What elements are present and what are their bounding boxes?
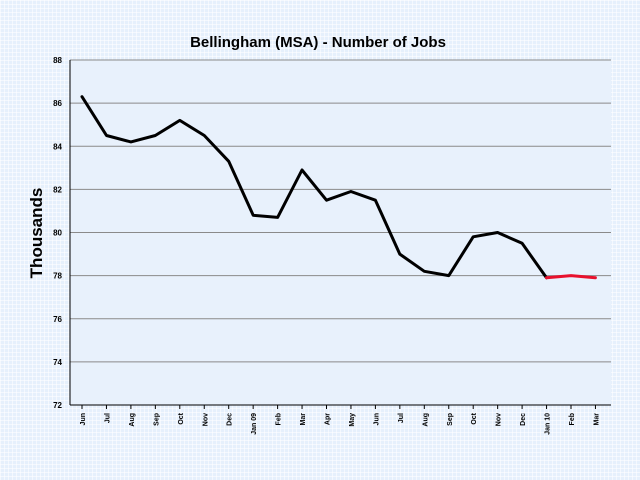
- x-tick-label: Nov: [202, 413, 209, 426]
- x-tick-label: Dec: [520, 413, 527, 426]
- y-tick-label: 78: [53, 272, 62, 281]
- x-tick-label: Oct: [178, 412, 185, 424]
- series-line: [545, 274, 597, 280]
- x-tick-label: Dec: [227, 413, 234, 426]
- y-tick-label: 74: [53, 358, 62, 367]
- x-tick-label: Mar: [300, 413, 307, 426]
- y-tick-label: 72: [53, 401, 62, 410]
- y-tick-label: 82: [53, 185, 62, 194]
- chart-title: Bellingham (MSA) - Number of Jobs: [190, 34, 446, 51]
- y-tick-label: 76: [53, 315, 62, 324]
- x-tick-label: Jan 10: [545, 413, 552, 435]
- x-tick-label: Sep: [447, 413, 454, 426]
- x-tick-label: Aug: [129, 413, 136, 427]
- x-tick-label: Aug: [422, 413, 429, 427]
- x-tick-label: Apr: [325, 413, 332, 425]
- y-tick-label: 88: [53, 56, 62, 65]
- x-tick-label: Jun: [373, 413, 380, 425]
- y-tick-label: 86: [53, 99, 62, 108]
- y-tick-label: 80: [53, 229, 62, 238]
- x-tick-label: Feb: [276, 413, 283, 425]
- x-tick-label: Feb: [569, 413, 576, 425]
- x-tick-label: Oct: [471, 412, 478, 424]
- x-tick-label: Nov: [496, 413, 503, 426]
- x-tick-label: Mar: [593, 413, 600, 426]
- x-tick-label: Sep: [153, 413, 160, 426]
- x-tick-label: Jun: [80, 413, 87, 425]
- x-tick-label: Jan 09: [251, 413, 258, 435]
- x-tick-label: Jul: [104, 413, 111, 423]
- plot-area: 72 74 76 78 80 82 84 86 88 Jun Jul Aug Sep Oct Nov Dec J…: [53, 56, 611, 435]
- series-line: [80, 95, 548, 280]
- x-tick-label: Jul: [398, 413, 405, 423]
- y-axis-label: Thousands: [27, 188, 46, 279]
- y-tick-label: 84: [53, 142, 62, 151]
- x-tick-label: May: [349, 413, 356, 427]
